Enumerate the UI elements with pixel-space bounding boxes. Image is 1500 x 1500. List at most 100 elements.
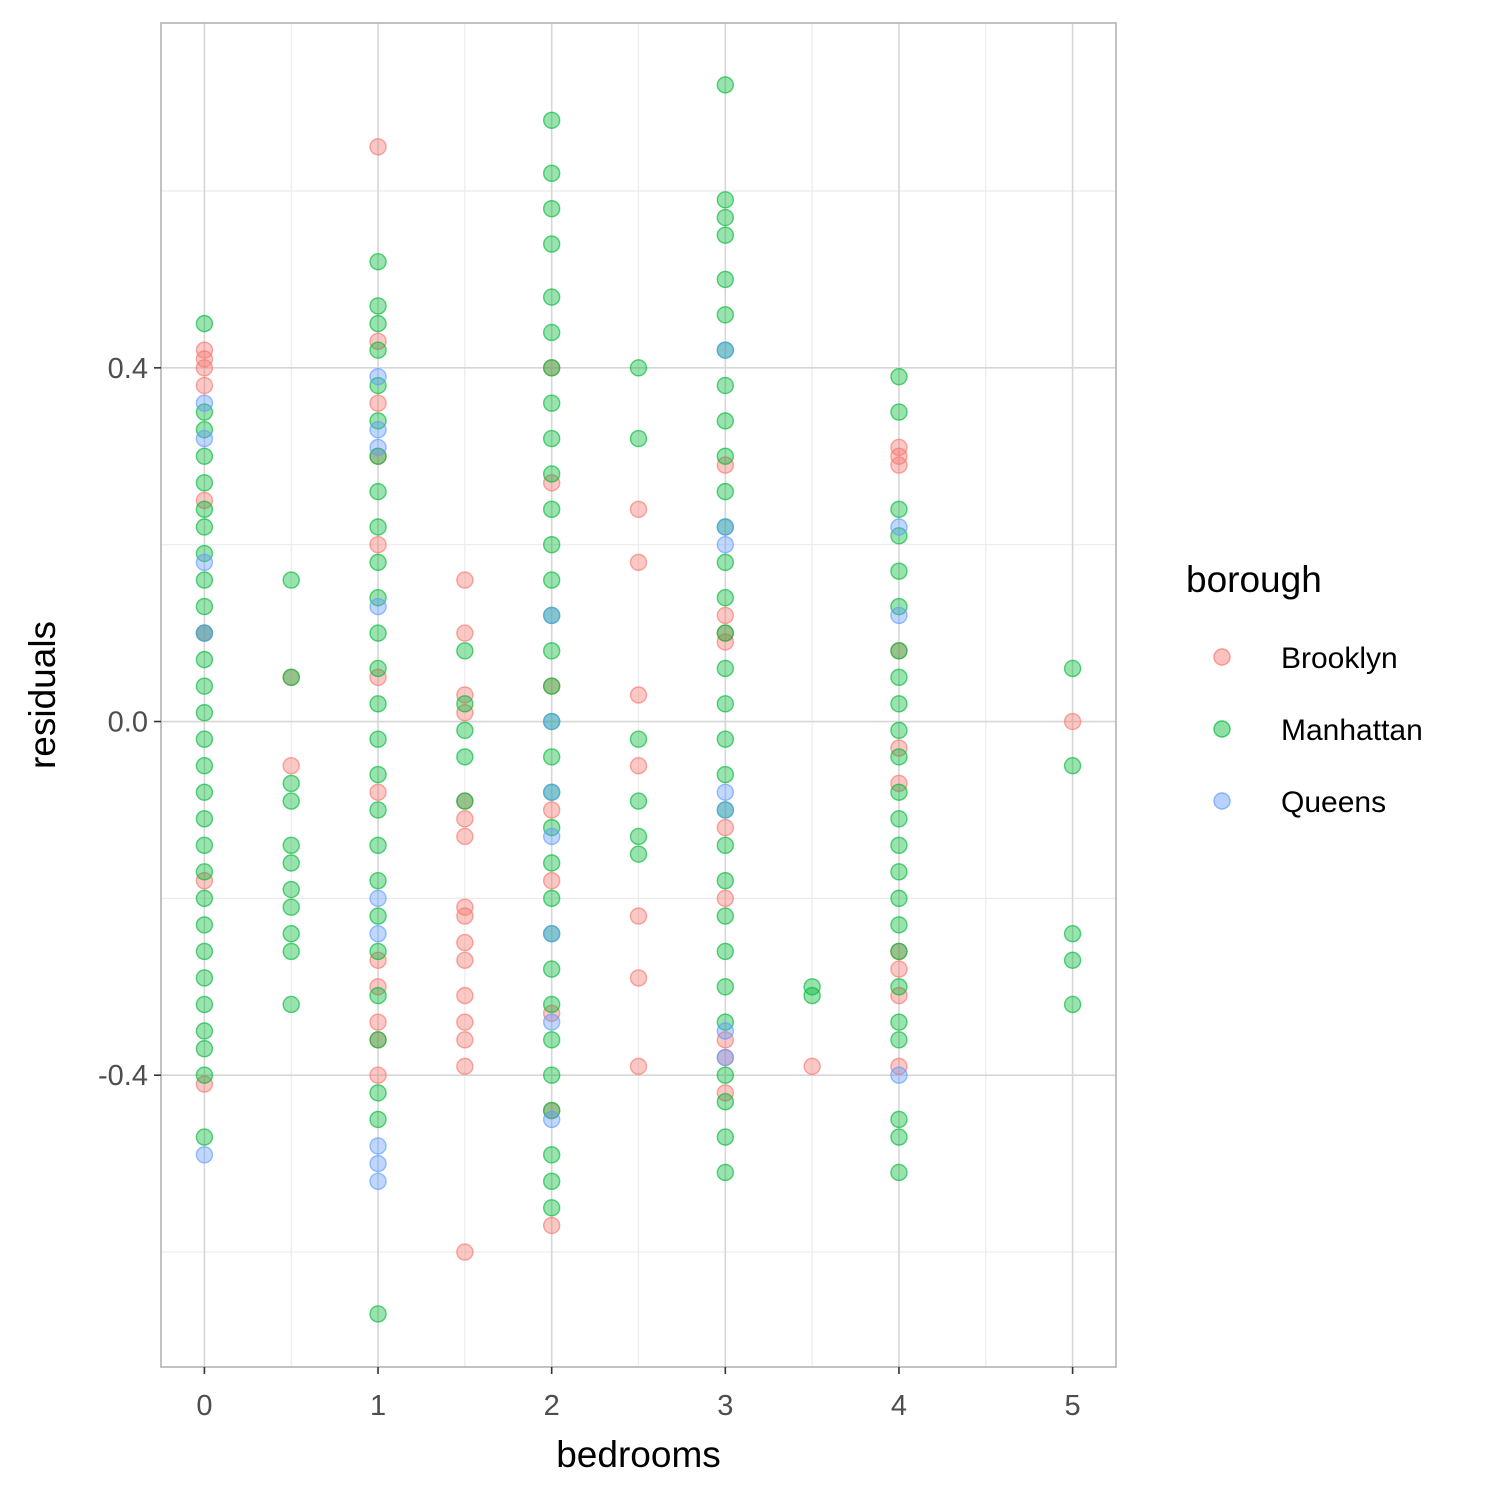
data-point-manhattan xyxy=(369,871,387,890)
data-point-manhattan xyxy=(369,765,387,784)
data-point-manhattan xyxy=(369,518,387,536)
data-point-brooklyn xyxy=(716,1031,735,1049)
data-point-manhattan xyxy=(542,394,561,412)
data-point-manhattan xyxy=(890,889,908,908)
data-point-brooklyn xyxy=(369,1013,387,1031)
data-point-brooklyn xyxy=(456,810,474,828)
data-point-manhattan xyxy=(542,571,561,589)
data-point-manhattan xyxy=(890,1163,908,1182)
data-point-queens xyxy=(716,518,735,536)
legend-label-manhattan: Manhattan xyxy=(1281,714,1423,747)
data-point-manhattan xyxy=(716,412,735,430)
data-point-manhattan xyxy=(1063,925,1082,943)
data-point-manhattan xyxy=(890,783,908,801)
data-point-manhattan xyxy=(369,695,387,713)
data-point-manhattan xyxy=(890,978,908,996)
data-point-manhattan xyxy=(456,642,474,660)
legend-item-brooklyn: Brooklyn xyxy=(1213,642,1398,675)
data-point-manhattan xyxy=(282,854,300,872)
data-point-manhattan xyxy=(890,597,908,616)
data-point-manhattan xyxy=(456,695,474,713)
data-point-manhattan xyxy=(369,1031,387,1049)
data-point-brooklyn xyxy=(629,500,648,519)
data-point-queens xyxy=(542,606,561,625)
data-point-manhattan xyxy=(716,624,735,642)
data-point-brooklyn xyxy=(629,757,648,775)
data-point-manhattan xyxy=(542,535,561,554)
data-point-manhattan xyxy=(716,226,735,244)
data-point-manhattan xyxy=(369,730,387,748)
data-point-manhattan xyxy=(282,925,300,943)
data-point-manhattan xyxy=(542,1066,561,1084)
data-point-manhattan xyxy=(195,757,214,775)
data-point-manhattan xyxy=(716,836,735,855)
data-point-manhattan xyxy=(542,465,561,483)
data-point-manhattan xyxy=(369,314,387,333)
data-point-manhattan xyxy=(369,1305,387,1323)
data-point-brooklyn xyxy=(716,606,735,625)
data-point-brooklyn xyxy=(542,871,561,890)
data-point-manhattan xyxy=(803,986,821,1005)
data-point-manhattan xyxy=(716,589,735,607)
data-point-manhattan xyxy=(542,1031,561,1049)
data-point-brooklyn xyxy=(542,1004,561,1023)
x-tick-label: 2 xyxy=(544,1390,560,1422)
grid-minor xyxy=(161,23,1116,1367)
data-point-queens xyxy=(542,925,561,943)
legend-item-manhattan: Manhattan xyxy=(1213,714,1423,747)
data-point-manhattan xyxy=(542,235,561,253)
data-point-brooklyn xyxy=(716,818,735,837)
data-point-manhattan xyxy=(542,960,561,978)
data-point-manhattan xyxy=(369,624,387,642)
data-point-manhattan xyxy=(716,191,735,209)
data-point-manhattan xyxy=(195,995,214,1014)
data-point-manhattan xyxy=(195,571,214,589)
data-point-manhattan xyxy=(195,942,214,961)
data-point-manhattan xyxy=(890,668,908,687)
data-point-brooklyn xyxy=(716,633,735,651)
data-point-brooklyn xyxy=(629,907,648,925)
data-point-manhattan xyxy=(542,288,561,306)
data-point-manhattan xyxy=(542,164,561,183)
x-tick-label: 3 xyxy=(717,1390,733,1422)
data-point-manhattan xyxy=(195,518,214,536)
data-point-manhattan xyxy=(542,1199,561,1217)
data-point-manhattan xyxy=(282,995,300,1014)
data-point-queens xyxy=(890,606,908,625)
data-point-manhattan xyxy=(195,650,214,669)
data-point-manhattan xyxy=(542,854,561,872)
data-point-manhattan xyxy=(195,544,214,563)
data-point-manhattan xyxy=(369,341,387,359)
panel-border xyxy=(160,22,1117,1368)
data-point-manhattan xyxy=(716,907,735,925)
data-point-manhattan xyxy=(629,845,648,863)
data-point-manhattan xyxy=(716,765,735,784)
data-point-manhattan xyxy=(369,986,387,1005)
data-point-manhattan xyxy=(716,942,735,961)
data-point-manhattan xyxy=(195,916,214,934)
data-point-manhattan xyxy=(890,721,908,740)
data-point-brooklyn xyxy=(369,668,387,687)
data-point-manhattan xyxy=(282,942,300,961)
x-axis-ticks: 0 1 2 3 4 5 xyxy=(196,1367,1081,1422)
data-point-queens xyxy=(369,438,387,457)
y-axis-ticks: -0.4 0.0 0.4 xyxy=(98,353,161,1092)
data-point-manhattan xyxy=(716,1066,735,1084)
data-point-brooklyn xyxy=(369,951,387,969)
data-point-queens xyxy=(542,1110,561,1129)
data-point-manhattan xyxy=(542,995,561,1014)
data-point-manhattan xyxy=(369,907,387,925)
data-point-manhattan xyxy=(282,792,300,810)
data-point-manhattan xyxy=(542,1101,561,1120)
data-point-brooklyn xyxy=(456,703,474,722)
data-point-manhattan xyxy=(1063,995,1082,1014)
data-point-manhattan xyxy=(716,447,735,465)
legend-label-brooklyn: Brooklyn xyxy=(1281,642,1398,675)
data-point-manhattan xyxy=(369,482,387,501)
data-point-brooklyn xyxy=(890,438,908,457)
data-point-brooklyn xyxy=(456,1013,474,1031)
data-point-manhattan xyxy=(890,562,908,580)
data-point-queens xyxy=(542,827,561,846)
data-point-manhattan xyxy=(629,359,648,377)
data-point-brooklyn xyxy=(195,376,214,395)
